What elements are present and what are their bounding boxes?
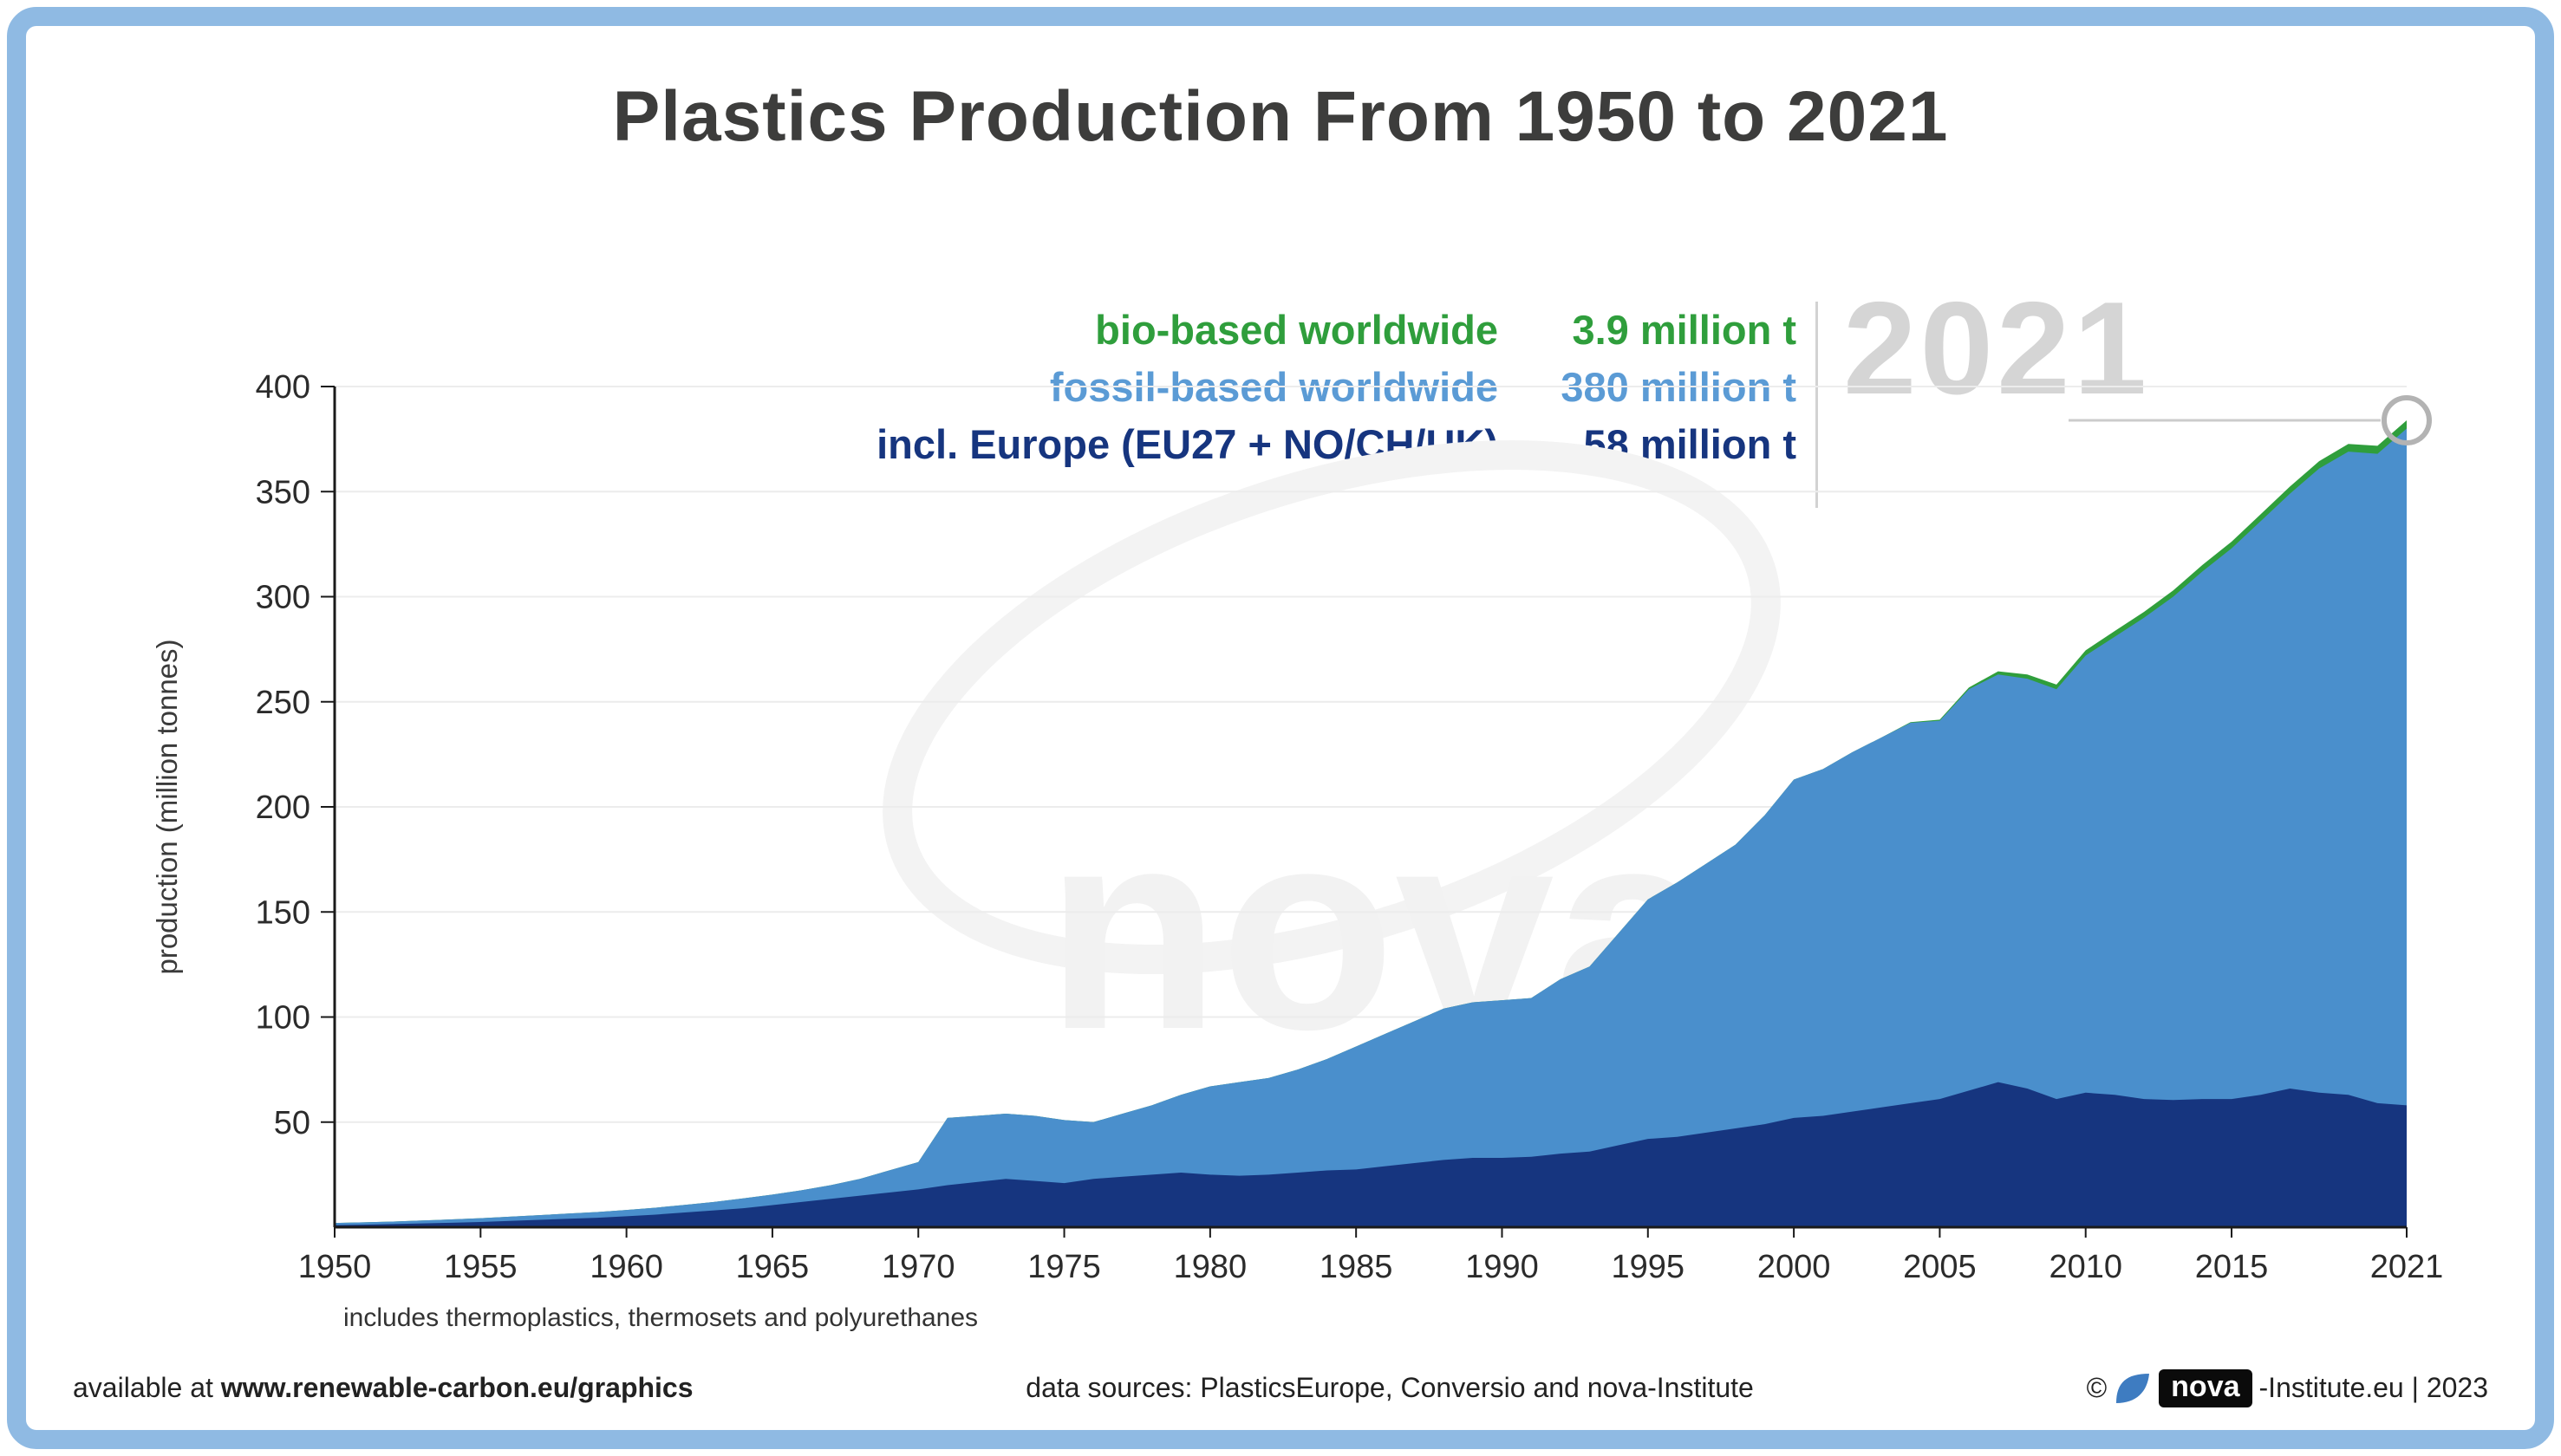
- footer-available: available at www.renewable-carbon.eu/gra…: [73, 1372, 694, 1404]
- y-tick-label: 200: [256, 790, 310, 826]
- x-tick-label: 2005: [1903, 1249, 1977, 1285]
- credit-suffix: -Institute.eu | 2023: [2258, 1372, 2488, 1404]
- area-europe: [335, 1082, 2407, 1227]
- y-tick-label: 100: [256, 1000, 310, 1037]
- legend-label-bio: bio-based worldwide: [1095, 307, 1498, 353]
- copyright-symbol: ©: [2086, 1372, 2108, 1404]
- year-watermark: 2021: [1843, 275, 2151, 422]
- y-tick-label: 300: [256, 580, 310, 616]
- x-tick-label: 1985: [1320, 1249, 1393, 1285]
- chart-area: nova 50 100 150 200 250 300 350 400 1950 1955 1960 1…: [49, 343, 2511, 1349]
- y-axis-title: production (million tonnes): [151, 639, 183, 974]
- y-tick-label: 350: [256, 474, 310, 510]
- nova-logo-badge: nova: [2159, 1368, 2252, 1407]
- available-url: www.renewable-carbon.eu/graphics: [220, 1372, 694, 1404]
- x-tick-label: 1965: [736, 1249, 810, 1285]
- area-fossil: [335, 428, 2407, 1227]
- legend-item-bio: bio-based worldwide 3.9 million t: [876, 303, 1796, 357]
- footer-credit: © nova -Institute.eu | 2023: [2086, 1368, 2488, 1407]
- chart-footnote: includes thermoplastics, thermosets and …: [343, 1303, 979, 1332]
- x-tick-label: 2000: [1757, 1249, 1831, 1285]
- footer: available at www.renewable-carbon.eu/gra…: [73, 1368, 2488, 1407]
- x-tick-label: 1995: [1612, 1249, 1685, 1285]
- infographic-card: Plastics Production From 1950 to 2021 bi…: [26, 26, 2535, 1430]
- page-title: Plastics Production From 1950 to 2021: [612, 77, 1949, 156]
- x-tick-label: 1980: [1174, 1249, 1248, 1285]
- nova-leaf-watermark: [883, 440, 1781, 974]
- legend: bio-based worldwide 3.9 million t fossil…: [876, 303, 1796, 471]
- y-tick-label: 250: [256, 685, 310, 721]
- x-tick-label: 1970: [882, 1249, 955, 1285]
- nova-leaf-icon: [2114, 1371, 2152, 1406]
- x-tick-label: 1960: [590, 1249, 663, 1285]
- x-tick-label: 2010: [2049, 1249, 2122, 1285]
- y-tick-label: 400: [256, 369, 310, 406]
- x-tick-label: 1990: [1465, 1249, 1539, 1285]
- footer-sources: data sources: PlasticsEurope, Conversio …: [1026, 1372, 1754, 1404]
- x-tick-label: 1950: [298, 1249, 372, 1285]
- x-tick-label: 1975: [1027, 1249, 1101, 1285]
- y-tick-label: 150: [256, 894, 310, 931]
- legend-divider: [1815, 302, 1818, 508]
- x-tick-label: 1955: [444, 1249, 518, 1285]
- legend-value-bio: 3.9 million t: [1572, 307, 1796, 353]
- available-prefix: available at: [73, 1372, 213, 1404]
- end-marker-ring: [2382, 395, 2432, 446]
- x-tick-label: 2021: [2370, 1249, 2444, 1285]
- y-tick-label: 50: [274, 1105, 310, 1141]
- x-tick-label: 2015: [2195, 1249, 2269, 1285]
